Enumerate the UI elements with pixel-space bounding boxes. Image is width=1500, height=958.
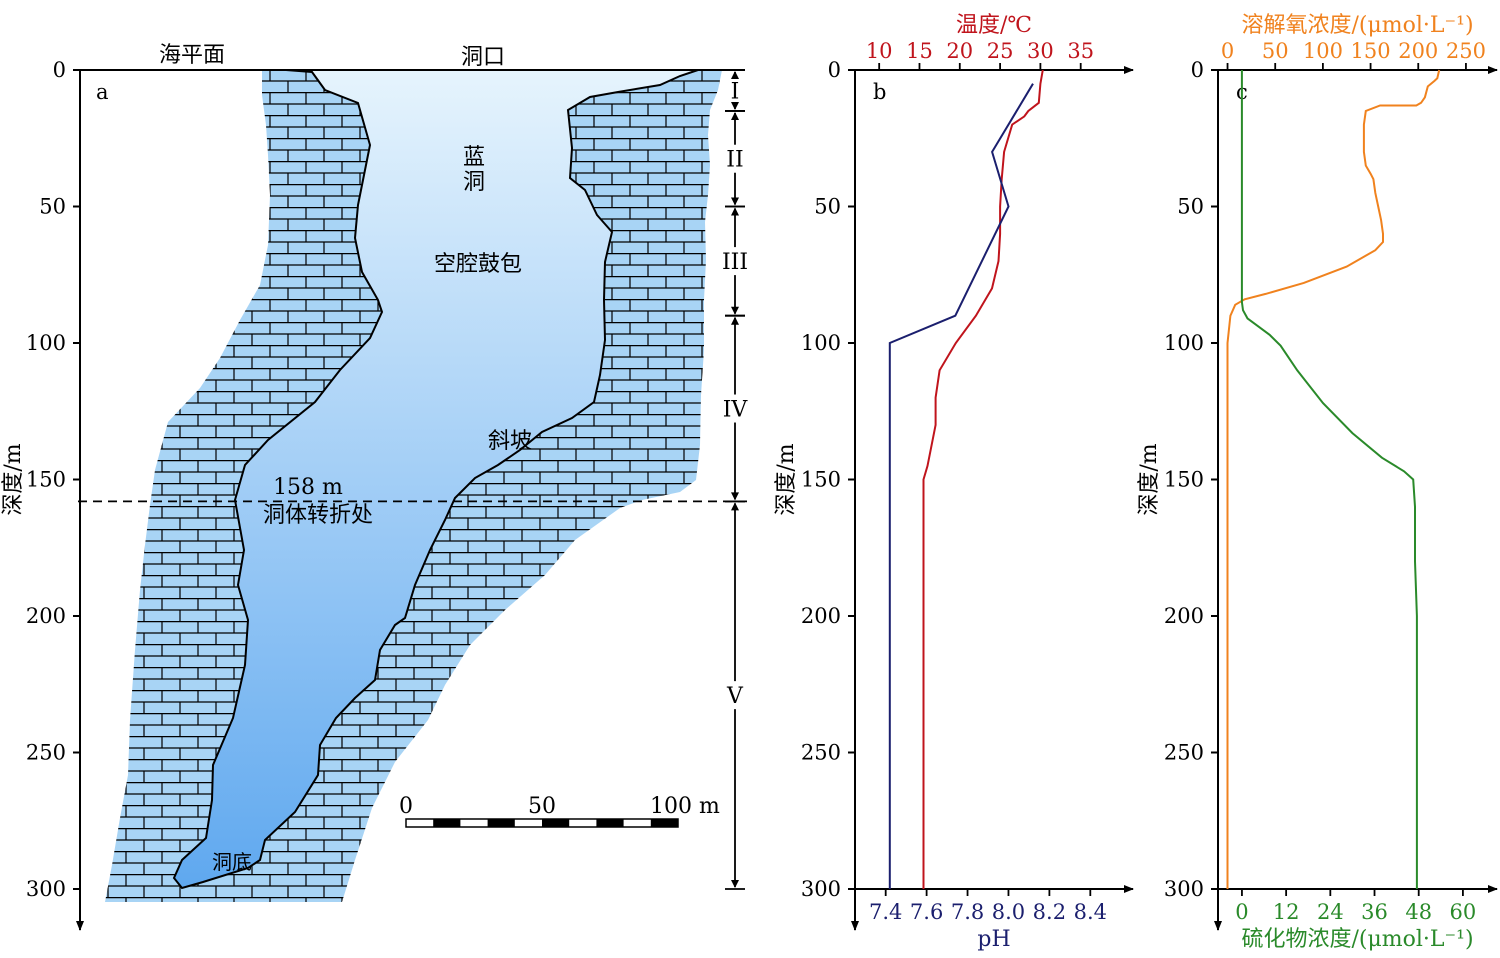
zone-arrow-down (731, 306, 739, 315)
zone-arrow-down (731, 880, 739, 888)
panel-a-y-tick-label: 250 (26, 741, 66, 765)
panel-b-x-tick-label: 25 (987, 39, 1014, 63)
panel-b-axis-title-bottom: pH (977, 927, 1010, 952)
panel-c-axis-title-top: 溶解氧浓度/(μmol·L⁻¹) (1241, 13, 1473, 38)
panel-b-x-tick-label: 7.4 (869, 900, 902, 924)
panel-b-y-tick-label: 0 (828, 58, 841, 82)
zone-label-5: V (726, 684, 744, 709)
panel-c-y-tick-label: 150 (1164, 468, 1204, 492)
zone-label-3: III (722, 250, 748, 275)
turn-label: 洞体转折处 (263, 503, 373, 528)
panel-c-y-tick-label: 300 (1164, 877, 1204, 901)
panel-b-y-axis-label: 深度/m (774, 443, 799, 515)
panel-a-y-tick-label: 300 (26, 877, 66, 901)
panel-c-x-tick-label: 150 (1351, 39, 1391, 63)
panel-c-x-tick-label: 250 (1446, 39, 1486, 63)
bulge-label: 空腔鼓包 (434, 252, 522, 277)
panel-b-y-tick-label: 300 (801, 877, 841, 901)
zone-label-1: I (731, 79, 740, 104)
zone-arrow-down (731, 492, 739, 501)
panel-a-y-tick-label: 0 (53, 58, 66, 82)
zone-arrow-up (731, 71, 739, 79)
slope-label: 斜坡 (488, 429, 532, 454)
panel-b-series-2-line (888, 83, 1034, 889)
panel-b-y-tick-label: 250 (801, 741, 841, 765)
zone-arrow-down (731, 197, 739, 206)
panel-c-x-tick-label: 48 (1405, 900, 1432, 924)
panel-b-x-tick-label: 15 (906, 39, 933, 63)
panel-c-axis-title-bottom: 硫化物浓度/(μmol·L⁻¹) (1241, 927, 1473, 952)
panel-b-x-tick-label: 30 (1027, 39, 1054, 63)
panel-c-y-tick-label: 200 (1164, 604, 1204, 628)
cave-bottom-label: 洞底 (212, 850, 252, 874)
panel-a-y-tick-label: 200 (26, 604, 66, 628)
cave-water (172, 69, 699, 890)
zone-arrow-up (731, 316, 739, 325)
panel-a-y-axis-label: 深度/m (1, 443, 26, 515)
scale-bar-segment (433, 819, 461, 827)
panel-b-series-1-line (922, 69, 1044, 889)
cave-label-2: 洞 (463, 170, 485, 195)
scale-bar-label: 50 (528, 794, 556, 819)
panel-a-y-axis: 0 50 100 150 200 250 300 深度/m (1, 58, 745, 931)
panel-b-x-tick-label: 8.4 (1074, 900, 1107, 924)
panel-c-x-tick-label: 100 (1303, 39, 1343, 63)
scale-bar-label: 0 (399, 794, 413, 819)
panel-c-x-tick-label: 200 (1398, 39, 1438, 63)
panel-b-x-tick-label: 35 (1067, 39, 1094, 63)
scale-bar-segment (487, 819, 515, 827)
panel-b-y-tick-label: 100 (801, 331, 841, 355)
panel-c-y-tick-label: 50 (1177, 195, 1204, 219)
cave-mouth-label: 洞口 (461, 45, 505, 70)
panel-c-y-tick-label: 250 (1164, 741, 1204, 765)
zone-label-4: IV (723, 398, 749, 423)
panel-c-x-tick-label: 0 (1235, 900, 1248, 924)
panel-c-series-1-line (1226, 69, 1441, 889)
panel-c-x-tick-label: 36 (1361, 900, 1388, 924)
panel-b-y-tick-label: 200 (801, 604, 841, 628)
zone-arrow-up (731, 111, 739, 120)
panel-b-y-tick-label: 50 (814, 195, 841, 219)
panel-b-x-tick-label: 10 (866, 39, 893, 63)
panel-b-letter: b (873, 80, 886, 104)
panel-c-x-tick-label: 24 (1317, 900, 1344, 924)
scale-bar-segment (596, 819, 624, 827)
panel-a-y-tick-label: 100 (26, 331, 66, 355)
panel-c-y-tick-label: 100 (1164, 331, 1204, 355)
scale-bar-segment (542, 819, 570, 827)
panel-b-y-tick-label: 150 (801, 468, 841, 492)
panel-b-x-tick-label: 7.6 (910, 900, 943, 924)
zone-arrow-up (731, 502, 739, 511)
panel-a-y-tick-label: 150 (26, 468, 66, 492)
panel-b-axis-title-top: 温度/℃ (956, 13, 1032, 38)
panel-c-x-tick-label: 12 (1273, 900, 1300, 924)
panel-c-y-axis-label: 深度/m (1137, 443, 1162, 515)
panel-b-x-tick-label: 20 (946, 39, 973, 63)
panel-c-x-tick-label: 0 (1221, 39, 1234, 63)
cave-label-1: 蓝 (463, 145, 485, 170)
panel-c-x-tick-label: 50 (1262, 39, 1289, 63)
panel-b: 0 50 100 150 200 250 300 深度/m b 10 15 20 25 30 35 温度/℃ 7… (774, 13, 1134, 952)
turn-depth-label: 158 m (273, 475, 343, 500)
panel-b-x-tick-label: 8.2 (1033, 900, 1066, 924)
sea-level-label: 海平面 (159, 43, 225, 68)
scale-bar-label: 100 m (650, 794, 720, 819)
zone-label-2: II (726, 148, 743, 173)
panel-b-x-tick-label: 7.8 (951, 900, 984, 924)
panel-a-letter: a (96, 80, 109, 104)
panel-c-y-tick-label: 0 (1191, 58, 1204, 82)
scale-bar-segment (650, 819, 678, 827)
zone-arrow-down (731, 101, 739, 110)
scale-bar: 0 50 100 m (399, 794, 720, 828)
panel-c-series-2-line (1240, 70, 1418, 889)
panel-a-y-tick-label: 50 (39, 195, 66, 219)
zone-arrow-up (731, 207, 739, 216)
panel-c-x-tick-label: 60 (1450, 900, 1477, 924)
panel-b-x-tick-label: 8.0 (992, 900, 1025, 924)
